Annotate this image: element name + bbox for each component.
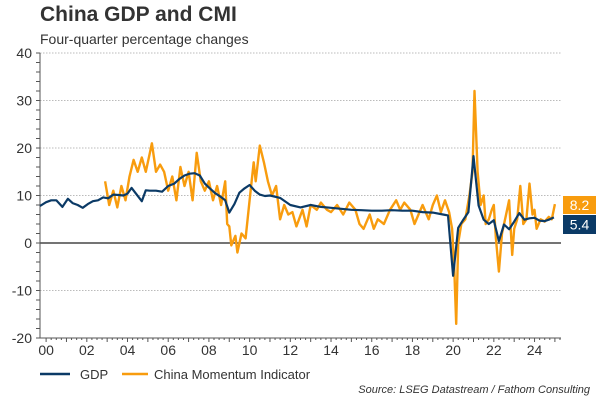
x-tick-label: 20 [445, 342, 461, 358]
y-tick-label: -20 [12, 330, 32, 346]
y-tick-label: 10 [16, 188, 32, 204]
x-tick-label: 12 [283, 342, 299, 358]
gdp-end-value: 5.4 [570, 217, 590, 233]
grid-lines [40, 52, 561, 291]
x-tick-label: 24 [527, 342, 543, 358]
x-tick-label: 06 [160, 342, 176, 358]
cmi-end-value: 8.2 [570, 197, 590, 213]
y-tick-label: 0 [24, 235, 32, 251]
y-tick-label: 20 [16, 140, 32, 156]
y-tick-label: 30 [16, 93, 32, 109]
legend-label-gdp: GDP [80, 367, 108, 382]
y-tick-label: 40 [16, 45, 32, 61]
x-tick-label: 08 [201, 342, 217, 358]
end-value-badges: 8.25.4 [563, 196, 596, 234]
gdp-line [39, 155, 555, 277]
x-tick-label: 22 [486, 342, 502, 358]
legend: GDP China Momentum Indicator [40, 367, 311, 382]
x-tick-label: 16 [364, 342, 380, 358]
axes: -20 -10 0 10 20 30 40 00 02 04 06 08 10 12 14 16 18 20 22 2… [12, 45, 561, 358]
y-tick-label: -10 [12, 283, 32, 299]
chart-subtitle: Four-quarter percentage changes [40, 31, 249, 47]
chart-title: China GDP and CMI [40, 3, 237, 26]
x-tick-label: 02 [79, 342, 95, 358]
x-tick-label: 04 [120, 342, 136, 358]
x-tick-label: 00 [38, 342, 54, 358]
x-tick-label: 10 [242, 342, 258, 358]
legend-label-cmi: China Momentum Indicator [154, 367, 311, 382]
series-lines [39, 89, 557, 325]
x-tick-label: 14 [323, 342, 339, 358]
x-tick-label: 18 [405, 342, 421, 358]
cmi-end-badge [563, 196, 596, 214]
source-note: Source: LSEG Datastream / Fathom Consult… [358, 384, 590, 396]
gdp-end-badge [563, 215, 596, 234]
